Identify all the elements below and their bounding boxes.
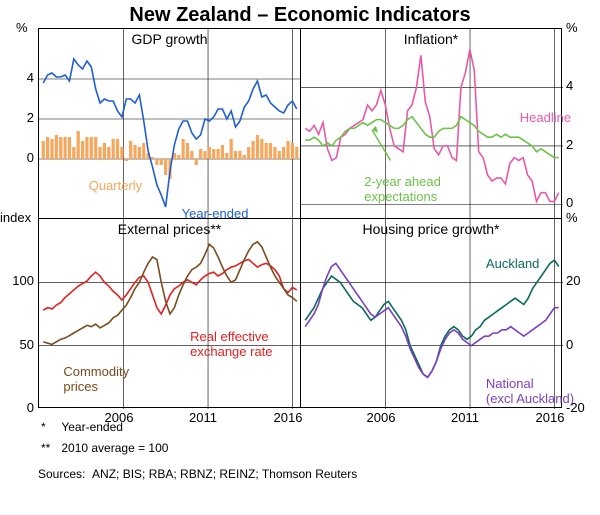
ytick: 2 (27, 110, 34, 125)
ytick: 0 (27, 150, 34, 165)
ytick: 0 (27, 400, 34, 415)
xtick: 2011 (451, 410, 479, 425)
axis-unit: index (0, 210, 31, 225)
ytick: 4 (27, 70, 34, 85)
series-label: Year-ended (182, 206, 249, 221)
chart-title: New Zealand – Economic Indicators (0, 0, 600, 27)
axis-unit: % (16, 20, 28, 35)
footnotes: *Year-ended **2010 average = 100 Sources… (38, 416, 357, 482)
ytick: 4 (566, 78, 573, 93)
series-label: Real effective exchange rate (190, 329, 272, 359)
xtick: 2016 (536, 410, 565, 425)
series-label: Auckland (486, 256, 539, 271)
axis-unit: % (566, 20, 578, 35)
series-label: Quarterly (89, 178, 142, 193)
ytick: 20 (566, 273, 580, 288)
ytick: 50 (20, 337, 34, 352)
chart-grid: GDP growth Inflation* External prices** … (38, 28, 562, 408)
ytick: 2 (566, 137, 573, 152)
series-label: Headline (520, 110, 571, 125)
series-label: Commodity prices (63, 364, 129, 394)
ytick: 100 (12, 273, 34, 288)
ytick: 0 (566, 337, 573, 352)
series-label: National (excl Auckland) (486, 376, 574, 406)
panel-gdp: GDP growth (38, 28, 300, 218)
xtick: 2006 (367, 410, 396, 425)
axis-unit: % (566, 210, 578, 225)
series-label: 2-year ahead expectations (364, 174, 441, 204)
ytick: 0 (566, 195, 573, 210)
